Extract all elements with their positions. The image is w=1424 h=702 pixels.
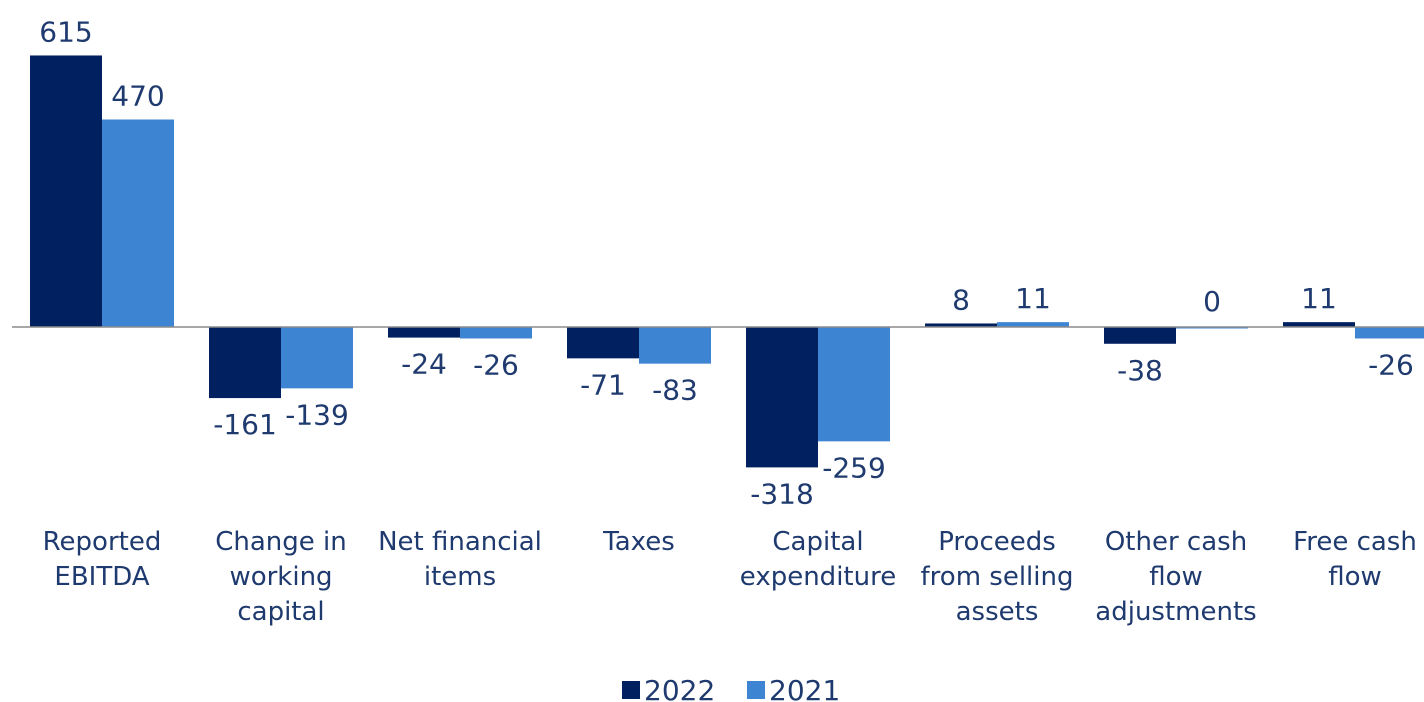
category-label-line: assets	[956, 597, 1039, 627]
category-label-line: adjustments	[1095, 597, 1256, 627]
category-label-line: Reported	[43, 527, 162, 557]
data-label-2022-3: -71	[580, 368, 626, 401]
bar-2022-0	[30, 55, 102, 327]
data-label-2022-0: 615	[39, 15, 92, 48]
data-label-2022-5: 8	[952, 283, 970, 316]
bar-2021-5	[997, 322, 1069, 327]
data-label-2021-6: 0	[1203, 285, 1221, 318]
category-label-line: Change in	[215, 527, 347, 557]
category-label-line: capital	[237, 597, 324, 627]
category-label-line: Other cash	[1105, 527, 1247, 557]
category-label-line: from selling	[921, 562, 1074, 592]
category-label-3: Taxes	[602, 527, 675, 557]
category-label-line: Free cash	[1293, 527, 1417, 557]
category-labels-group: Reported EBITDA Change in working capital Net…	[43, 527, 1417, 627]
bar-2022-2	[388, 327, 460, 338]
category-label-2: Net financial items	[378, 527, 542, 592]
legend-label-2021: 2021	[769, 674, 840, 702]
category-label-7: Free cash flow	[1293, 527, 1417, 592]
data-label-2022-6: -38	[1117, 354, 1163, 387]
legend-swatch-2022	[622, 681, 640, 699]
category-label-line: flow	[1328, 562, 1382, 592]
bar-2022-6	[1104, 327, 1176, 344]
bar-2021-3	[639, 327, 711, 364]
category-label-line: items	[424, 562, 496, 592]
category-label-4: Capital expenditure	[740, 527, 896, 592]
category-label-line: Taxes	[602, 527, 675, 557]
category-label-line: expenditure	[740, 562, 896, 592]
legend-swatch-2021	[747, 681, 765, 699]
data-label-2021-3: -83	[652, 374, 698, 407]
data-label-2022-7: 11	[1301, 282, 1337, 315]
bar-2022-7	[1283, 322, 1355, 327]
category-label-6: Other cash flow adjustments	[1095, 527, 1256, 627]
data-label-2022-4: -318	[750, 477, 814, 510]
category-label-line: Proceeds	[938, 527, 1056, 557]
legend: 2022 2021	[622, 674, 840, 702]
category-label-5: Proceeds from selling assets	[921, 527, 1074, 627]
bar-2021-2	[460, 327, 532, 339]
data-label-2021-1: -139	[285, 398, 349, 431]
data-label-2021-5: 11	[1015, 282, 1051, 315]
category-label-1: Change in working capital	[215, 527, 347, 627]
category-label-line: Net financial	[378, 527, 542, 557]
category-label-line: Capital	[772, 527, 863, 557]
bar-2021-0	[102, 119, 174, 328]
data-label-2022-2: -24	[401, 348, 447, 381]
bar-2022-4	[746, 327, 818, 468]
bars-group	[30, 55, 1424, 468]
bar-2022-5	[925, 323, 997, 327]
data-labels-group: 615 470 -161 -139 -24 -26 -71 -83 -318-259 8 11 -38…	[39, 15, 1414, 510]
data-label-2021-7: -26	[1368, 348, 1414, 381]
data-label-2022-1: -161	[213, 408, 277, 441]
bar-2022-1	[209, 327, 281, 399]
data-label-2021-2: -26	[473, 348, 519, 381]
bar-2021-1	[281, 327, 353, 389]
bar-2022-3	[567, 327, 639, 359]
data-label-2021-4: -259	[822, 451, 886, 484]
bar-2021-7	[1355, 327, 1424, 339]
bar-2021-4	[818, 327, 890, 442]
category-label-line: working	[229, 562, 332, 592]
legend-label-2022: 2022	[644, 674, 715, 702]
category-label-line: flow	[1149, 562, 1203, 592]
category-label-line: EBITDA	[54, 562, 149, 592]
data-label-2021-0: 470	[111, 79, 164, 112]
category-label-0: Reported EBITDA	[43, 527, 162, 592]
